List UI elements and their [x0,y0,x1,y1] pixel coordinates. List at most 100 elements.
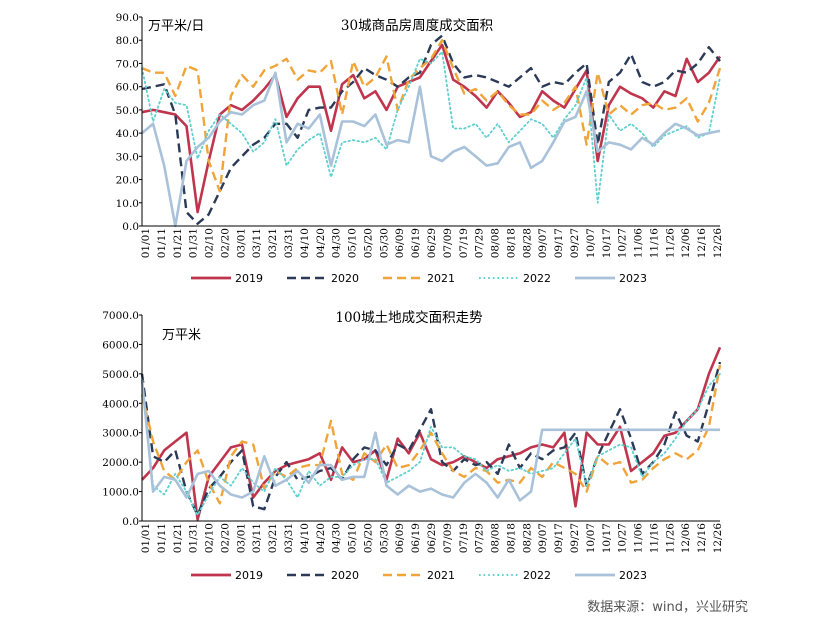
y-tick-label: 40.0 [116,128,139,140]
y-tick-label: 70.0 [116,58,139,70]
y-tick-label: 1000.0 [102,487,139,499]
series-line-2020 [141,34,721,225]
y-tick-label: 80.0 [116,35,139,47]
x-tick-label: 09/27 [569,228,581,258]
x-tick-label: 08/28 [521,523,533,553]
series-line-2023 [140,379,720,502]
legend-label-2021: 2021 [427,272,455,285]
x-tick-label: 06/09 [394,228,406,258]
x-tick-label: 12/06 [680,523,692,554]
legend-label-2022: 2022 [523,569,551,582]
x-tick-label: 06/29 [426,523,438,553]
legend-label-2023: 2023 [619,569,647,582]
x-tick-label: 07/29 [474,228,486,258]
y-tick-label: 6000.0 [102,339,139,351]
x-tick-label: 03/01 [235,523,247,553]
legend-label-2022: 2022 [523,272,551,285]
series-line-2019 [141,43,722,214]
x-tick-label: 09/07 [537,228,549,258]
x-tick-label: 06/19 [410,228,422,258]
x-tick-label: 10/17 [601,228,613,258]
x-tick-label: 04/30 [331,228,343,258]
x-tick-label: 09/27 [569,523,581,553]
y-tick-label: 90.0 [116,12,139,24]
x-tick-label: 11/16 [648,228,660,259]
chart1-series [141,34,722,228]
y-tick-label: 30.0 [116,151,139,163]
x-tick-label: 09/17 [553,228,565,258]
x-tick-label: 07/19 [458,523,470,553]
legend-label-2019: 2019 [235,272,263,285]
y-tick-label: 0.0 [122,516,139,528]
x-tick-label: 11/06 [633,228,645,259]
x-tick-label: 01/31 [188,523,200,553]
x-tick-label: 09/17 [553,523,565,553]
x-tick-label: 08/28 [521,228,533,258]
series-line-2020 [140,361,722,517]
x-tick-label: 11/26 [664,523,676,554]
x-tick-label: 01/01 [140,228,152,258]
x-tick-label: 07/29 [474,523,486,553]
legend-label-2021: 2021 [427,569,455,582]
series-line-2022 [141,372,721,516]
x-tick-label: 12/16 [696,523,708,554]
chart1-x-ticks: 01/01 01/11 01/21 01/31 02/10 02/20 03/01 03/11… [140,228,724,259]
y-tick-label: 10.0 [116,198,139,210]
y-tick-label: 2000.0 [102,457,139,469]
x-tick-label: 12/26 [712,523,724,554]
chart-weekly-housing: 万平米/日 30城商品房周度成交面积 0.0 10.0 20.0 30.0 40.0 50… [116,12,724,285]
series-line-2023 [141,71,721,228]
chart2-x-ticks: 01/01 01/11 01/21 01/31 02/10 02/20 03/01 03/11… [140,523,724,554]
x-tick-label: 01/11 [156,523,168,553]
legend-label-2020: 2020 [331,569,359,582]
x-tick-label: 02/20 [219,523,231,553]
x-tick-label: 10/07 [585,228,597,258]
chart2-series [140,346,722,521]
x-tick-label: 01/21 [172,228,184,258]
x-tick-label: 09/07 [537,523,549,553]
x-tick-label: 12/26 [712,228,724,259]
x-tick-label: 01/21 [172,523,184,553]
series-line-2022 [141,50,721,204]
x-tick-label: 03/21 [267,228,279,258]
legend-label-2020: 2020 [331,272,359,285]
series-line-2021 [141,39,722,193]
x-tick-label: 02/10 [204,523,216,553]
y-tick-label: 50.0 [116,105,139,117]
y-tick-label: 7000.0 [102,310,139,322]
y-tick-label: 60.0 [116,82,139,94]
x-tick-label: 03/11 [251,228,263,258]
x-tick-label: 06/09 [394,523,406,553]
x-tick-label: 03/11 [251,523,263,553]
x-tick-label: 05/20 [362,228,374,258]
x-tick-label: 10/27 [617,523,629,553]
y-tick-label: 3000.0 [102,428,139,440]
x-tick-label: 12/16 [696,228,708,259]
chart2-y-ticks: 0.0 1000.0 2000.0 3000.0 4000.0 5000.0 6000.0 7… [102,310,142,528]
x-tick-label: 03/31 [283,523,295,553]
x-tick-label: 10/27 [617,228,629,258]
x-tick-label: 01/31 [188,228,200,258]
x-tick-label: 08/18 [505,523,517,553]
x-tick-label: 08/08 [490,228,502,258]
x-tick-label: 06/29 [426,228,438,258]
x-tick-label: 05/30 [378,523,390,553]
y-tick-label: 0.0 [122,221,139,233]
series-line-2021 [140,364,722,505]
chart1-y-ticks: 0.0 10.0 20.0 30.0 40.0 50.0 60.0 70.0 80.0 90.0 [116,12,142,233]
x-tick-label: 04/10 [299,523,311,553]
x-tick-label: 03/01 [235,228,247,258]
y-tick-label: 5000.0 [102,369,139,381]
x-tick-label: 11/26 [664,228,676,259]
x-tick-label: 03/31 [283,228,295,258]
x-tick-label: 11/06 [633,523,645,554]
x-tick-label: 05/20 [362,523,374,553]
chart1-unit-label: 万平米/日 [148,19,204,34]
x-tick-label: 05/10 [347,523,359,553]
chart1-title: 30城商品房周度成交面积 [341,17,493,34]
x-tick-label: 07/09 [442,523,454,553]
x-tick-label: 06/19 [410,523,422,553]
chart2-legend: 2019 2020 2021 2022 2023 [191,569,647,582]
x-tick-label: 04/10 [299,228,311,258]
